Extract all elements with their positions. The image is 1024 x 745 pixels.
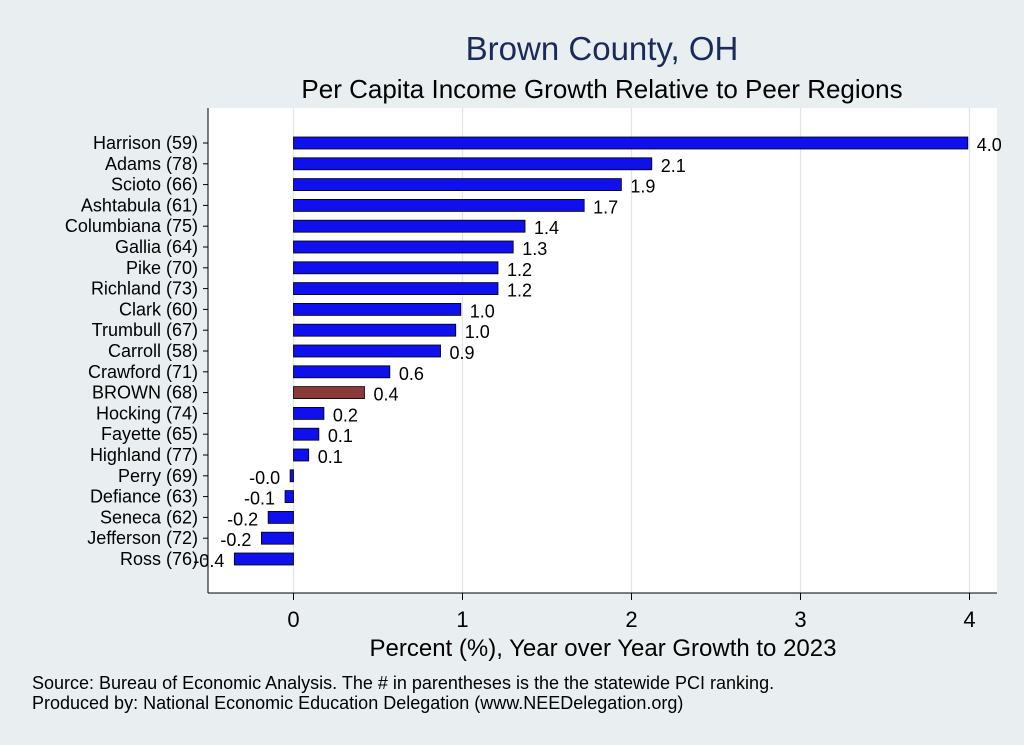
bar	[267, 510, 294, 524]
bar	[293, 427, 320, 441]
bar	[293, 198, 585, 212]
x-axis-title: Percent (%), Year over Year Growth to 20…	[370, 635, 837, 662]
data-label: 0.4	[373, 385, 398, 405]
data-label: 1.4	[534, 218, 559, 238]
bar	[293, 344, 441, 358]
y-tick-label: Pike (70)	[126, 258, 198, 278]
bar	[293, 365, 391, 379]
y-tick-label: Highland (77)	[90, 445, 198, 465]
data-label: -0.1	[244, 489, 275, 509]
y-tick-label: Gallia (64)	[115, 237, 198, 257]
chart-subtitle: Per Capita Income Growth Relative to Pee…	[301, 74, 902, 104]
bar	[293, 282, 499, 296]
data-label: -0.2	[220, 530, 251, 550]
y-tick-label: Defiance (63)	[90, 487, 198, 507]
data-label: -0.2	[227, 509, 258, 529]
y-tick-label: Richland (73)	[91, 279, 198, 299]
data-label: 1.2	[507, 260, 532, 280]
x-tick-label: 0	[287, 607, 299, 632]
data-label: 1.3	[522, 239, 547, 259]
bar	[293, 302, 462, 316]
data-label: 1.0	[470, 301, 495, 321]
x-tick-label: 3	[794, 607, 806, 632]
x-tick-label: 2	[625, 607, 637, 632]
data-label: 0.2	[333, 405, 358, 425]
data-label: 1.9	[630, 177, 655, 197]
y-tick-label: Fayette (65)	[101, 424, 198, 444]
bar	[293, 261, 499, 275]
data-label: 1.2	[507, 281, 532, 301]
y-tick-label: Seneca (62)	[100, 507, 198, 527]
y-tick-label: Ross (76)	[120, 549, 198, 569]
y-tick-label: Perry (69)	[118, 466, 198, 486]
y-tick-label: Adams (78)	[105, 154, 198, 174]
axes: 0 1 2 3 4 Harrison (59)Adams (78)Scioto (66)A…	[65, 108, 997, 632]
bar	[293, 448, 310, 462]
data-label: 0.1	[318, 447, 343, 467]
y-tick-label: Hocking (74)	[96, 403, 198, 423]
bar	[293, 406, 325, 420]
y-tick-label: Scioto (66)	[111, 175, 198, 195]
bar	[284, 490, 294, 504]
bar	[293, 323, 457, 337]
data-label: 0.9	[450, 343, 475, 363]
data-label: 1.7	[593, 197, 618, 217]
y-tick-label: Ashtabula (61)	[81, 195, 198, 215]
bar	[293, 178, 622, 192]
x-tick-label: 4	[963, 607, 975, 632]
data-label: 0.1	[328, 426, 353, 446]
bar	[289, 469, 294, 483]
y-tick-label: Trumbull (67)	[92, 320, 198, 340]
data-label: 0.6	[399, 364, 424, 384]
data-label: 4.0	[977, 135, 1002, 155]
data-label: 1.0	[465, 322, 490, 342]
y-tick-label: Harrison (59)	[93, 133, 198, 153]
bar	[293, 240, 514, 254]
bar	[233, 552, 294, 566]
y-tick-label: BROWN (68)	[92, 383, 198, 403]
bar	[293, 219, 526, 233]
y-tick-label: Crawford (71)	[88, 362, 198, 382]
bar-highlight	[293, 386, 365, 400]
y-tick-label: Columbiana (75)	[65, 216, 198, 236]
y-tick-label: Jefferson (72)	[87, 528, 198, 548]
data-label: 2.1	[661, 156, 686, 176]
produced-by-note: Produced by: National Economic Education…	[32, 693, 683, 713]
bar	[260, 531, 294, 545]
y-tick-label: Clark (60)	[119, 299, 198, 319]
source-note: Source: Bureau of Economic Analysis. The…	[32, 673, 774, 693]
bars: 4.02.11.91.71.41.31.21.21.01.00.90.60.40…	[193, 135, 1002, 571]
x-tick-label: 1	[456, 607, 468, 632]
chart-title: Brown County, OH	[466, 30, 739, 67]
y-tick-label: Carroll (58)	[108, 341, 198, 361]
data-label: -0.4	[193, 551, 224, 571]
bar	[293, 157, 653, 171]
bar	[293, 136, 969, 150]
data-label: -0.0	[249, 468, 280, 488]
